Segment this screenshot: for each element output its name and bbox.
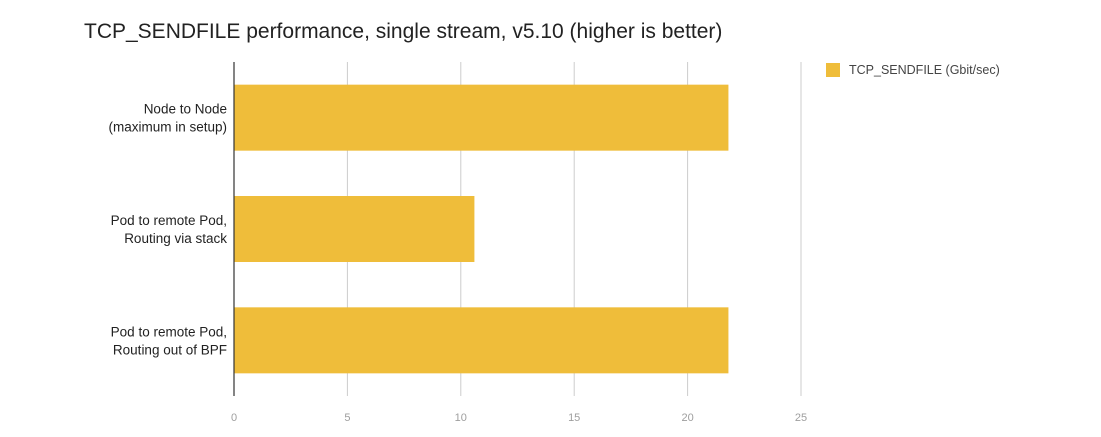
category-labels: Node to Node (maximum in setup) Pod to rem… — [108, 102, 227, 358]
x-tick-label-20: 20 — [681, 412, 693, 424]
category-label-2-line-1: Pod to remote Pod, — [111, 213, 227, 228]
bars — [234, 84, 729, 374]
chart-title: TCP_SENDFILE performance, single stream,… — [84, 20, 723, 43]
category-label-3-line-2: Routing out of BPF — [113, 342, 227, 357]
x-tick-label-25: 25 — [795, 412, 807, 424]
category-label-1-line-1: Node to Node — [144, 102, 227, 117]
x-tick-label-5: 5 — [344, 412, 350, 424]
category-label-2-line-2: Routing via stack — [124, 231, 227, 246]
legend-swatch — [826, 63, 840, 77]
x-tick-label-15: 15 — [568, 412, 580, 424]
bar-3 — [234, 307, 729, 374]
x-tick-label-10: 10 — [455, 412, 467, 424]
x-tick-label-0: 0 — [231, 412, 237, 424]
legend-label: TCP_SENDFILE (Gbit/sec) — [849, 63, 1000, 77]
x-tick-labels: 0 5 10 15 20 25 — [231, 412, 807, 424]
legend: TCP_SENDFILE (Gbit/sec) — [826, 63, 1000, 77]
category-label-1-line-2: (maximum in setup) — [108, 120, 227, 135]
category-label-3-line-1: Pod to remote Pod, — [111, 324, 227, 339]
bar-2 — [234, 196, 475, 262]
bar-1 — [234, 84, 729, 151]
